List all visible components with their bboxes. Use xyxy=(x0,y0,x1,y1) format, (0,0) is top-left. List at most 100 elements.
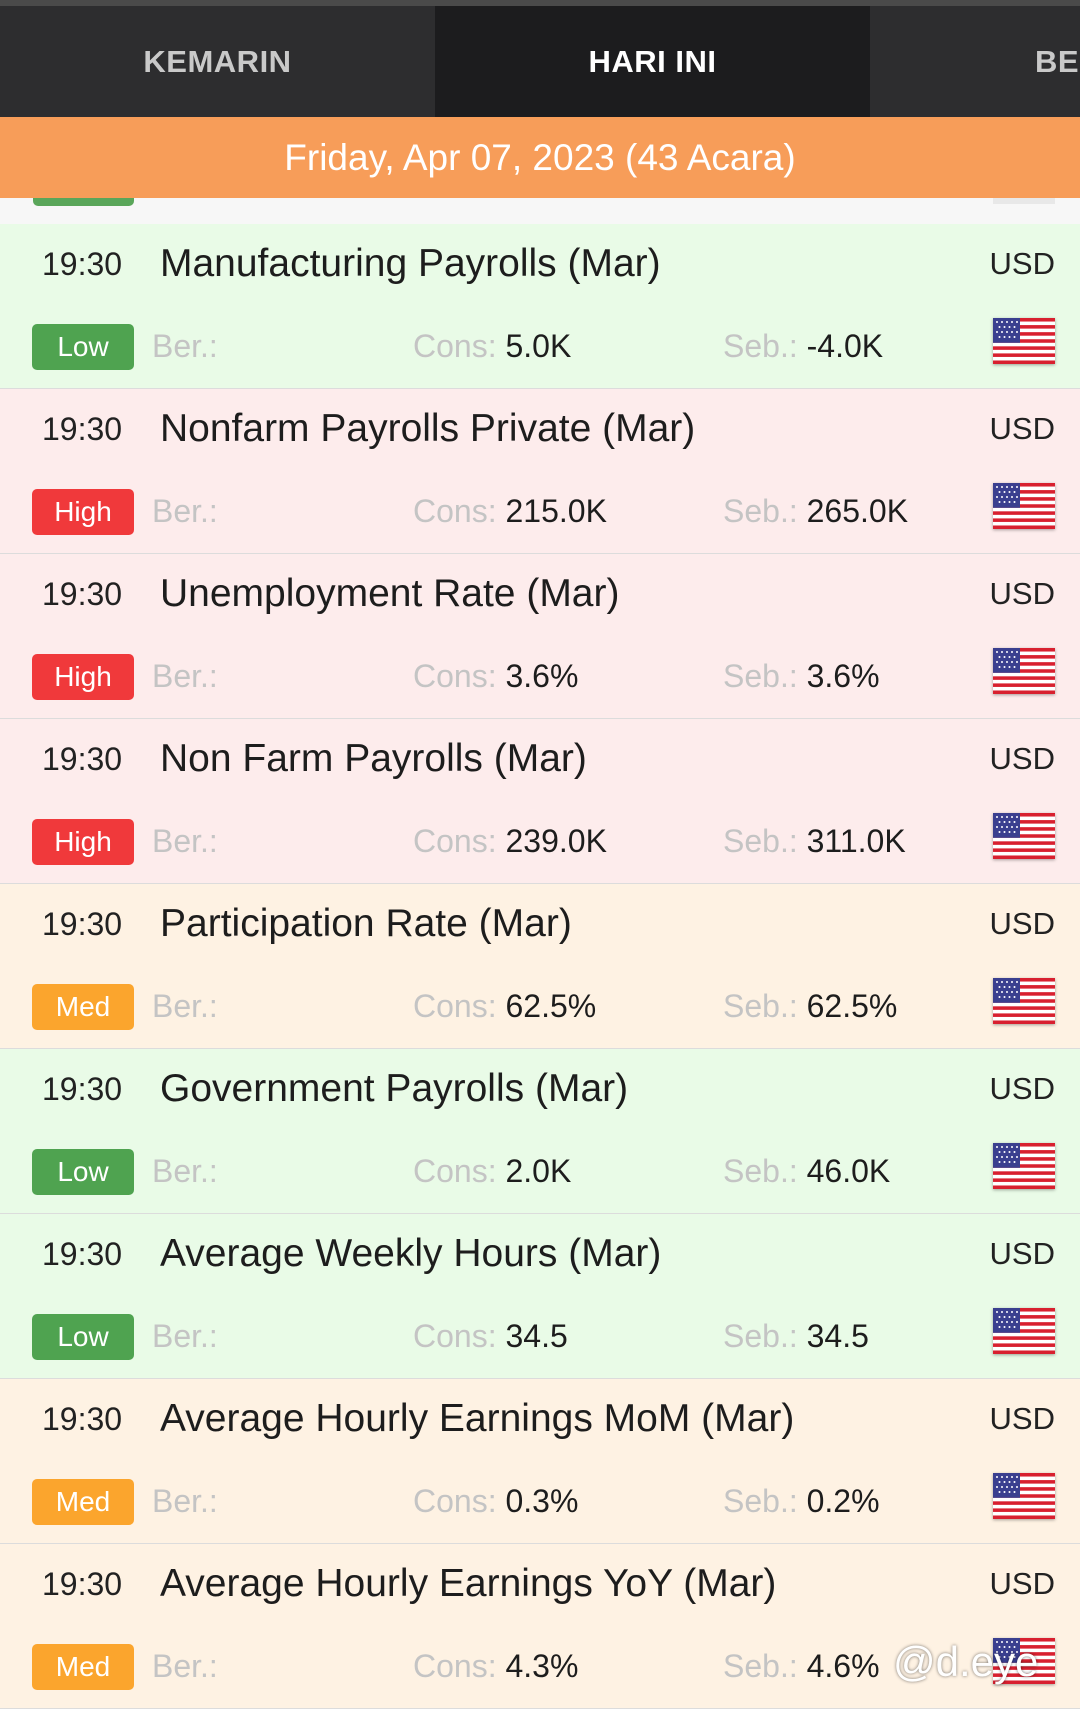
previous-value: -4.0K xyxy=(806,328,884,364)
actual-field: Ber.: xyxy=(152,988,218,1025)
us-flag-icon xyxy=(993,813,1055,859)
consensus-field: Cons: 34.5 xyxy=(413,1318,568,1355)
event-time: 19:30 xyxy=(42,246,123,282)
actual-label: Ber.: xyxy=(152,328,218,364)
event-row[interactable]: 19:30 Unemployment Rate (Mar) USD High B… xyxy=(0,554,1080,719)
event-title: Manufacturing Payrolls (Mar) xyxy=(160,242,661,285)
previous-value: 34.5 xyxy=(806,1318,869,1354)
previous-label: Seb.: xyxy=(723,1648,798,1684)
previous-value: 62.5% xyxy=(806,988,898,1024)
actual-label: Ber.: xyxy=(152,1483,218,1519)
date-header: Friday, Apr 07, 2023 (43 Acara) xyxy=(0,117,1080,198)
event-time: 19:30 xyxy=(42,576,123,612)
actual-field: Ber.: xyxy=(152,1648,218,1685)
actual-label: Ber.: xyxy=(152,658,218,694)
event-title: Government Payrolls (Mar) xyxy=(160,1067,629,1110)
event-time: 19:30 xyxy=(42,906,123,942)
event-row[interactable]: 19:30 Average Hourly Earnings YoY (Mar) … xyxy=(0,1544,1080,1709)
consensus-value: 62.5% xyxy=(505,988,597,1024)
event-row[interactable]: 19:30 Manufacturing Payrolls (Mar) USD L… xyxy=(0,224,1080,389)
previous-value: 311.0K xyxy=(806,823,906,859)
event-currency: USD xyxy=(989,246,1055,281)
previous-value: 3.6% xyxy=(806,658,880,694)
consensus-field: Cons: 215.0K xyxy=(413,493,607,530)
previous-value: 265.0K xyxy=(806,493,909,529)
actual-field: Ber.: xyxy=(152,328,218,365)
previous-value: 46.0K xyxy=(806,1153,891,1189)
consensus-value: 34.5 xyxy=(505,1318,568,1354)
event-time: 19:30 xyxy=(42,1071,123,1107)
impact-badge: Med xyxy=(32,984,134,1030)
us-flag-icon xyxy=(993,483,1055,529)
consensus-label: Cons: xyxy=(413,493,497,529)
event-time: 19:30 xyxy=(42,411,123,447)
event-row[interactable]: 19:30 Government Payrolls (Mar) USD Low … xyxy=(0,1049,1080,1214)
event-title: Nonfarm Payrolls Private (Mar) xyxy=(160,407,696,450)
consensus-label: Cons: xyxy=(413,658,497,694)
actual-label: Ber.: xyxy=(152,493,218,529)
actual-field: Ber.: xyxy=(152,1318,218,1355)
impact-badge: Med xyxy=(32,1479,134,1525)
actual-label: Ber.: xyxy=(152,1153,218,1189)
event-row[interactable]: 19:30 Non Farm Payrolls (Mar) USD High B… xyxy=(0,719,1080,884)
consensus-value: 4.3% xyxy=(505,1648,579,1684)
previous-field: Seb.: 0.2% xyxy=(723,1483,880,1520)
impact-badge: High xyxy=(32,489,134,535)
tab-hari-ini[interactable]: HARI INI xyxy=(435,6,870,117)
previous-label: Seb.: xyxy=(723,493,798,529)
event-title: Participation Rate (Mar) xyxy=(160,902,572,945)
consensus-field: Cons: 62.5% xyxy=(413,988,596,1025)
consensus-label: Cons: xyxy=(413,328,497,364)
event-title: Average Weekly Hours (Mar) xyxy=(160,1232,662,1275)
event-currency: USD xyxy=(989,1566,1055,1601)
event-currency: USD xyxy=(989,1071,1055,1106)
previous-field: Seb.: 3.6% xyxy=(723,658,880,695)
consensus-value: 5.0K xyxy=(505,328,572,364)
consensus-field: Cons: 239.0K xyxy=(413,823,607,860)
event-currency: USD xyxy=(989,1236,1055,1271)
previous-field: Seb.: 265.0K xyxy=(723,493,908,530)
event-row[interactable]: 19:30 Participation Rate (Mar) USD Med B… xyxy=(0,884,1080,1049)
actual-label: Ber.: xyxy=(152,823,218,859)
partial-flag-icon xyxy=(993,198,1055,204)
previous-field: Seb.: 46.0K xyxy=(723,1153,890,1190)
event-currency: USD xyxy=(989,411,1055,446)
us-flag-icon xyxy=(993,648,1055,694)
event-time: 19:30 xyxy=(42,1401,123,1437)
event-time: 19:30 xyxy=(42,1566,123,1602)
us-flag-icon xyxy=(993,1308,1055,1354)
previous-label: Seb.: xyxy=(723,328,798,364)
consensus-field: Cons: 3.6% xyxy=(413,658,578,695)
consensus-value: 215.0K xyxy=(505,493,607,529)
consensus-field: Cons: 2.0K xyxy=(413,1153,571,1190)
previous-field: Seb.: 34.5 xyxy=(723,1318,869,1355)
consensus-label: Cons: xyxy=(413,1153,497,1189)
impact-badge: Low xyxy=(32,324,134,370)
consensus-field: Cons: 5.0K xyxy=(413,328,571,365)
event-row[interactable]: 19:30 Nonfarm Payrolls Private (Mar) USD… xyxy=(0,389,1080,554)
consensus-label: Cons: xyxy=(413,823,497,859)
previous-label: Seb.: xyxy=(723,988,798,1024)
event-row[interactable]: 19:30 Average Hourly Earnings MoM (Mar) … xyxy=(0,1379,1080,1544)
previous-label: Seb.: xyxy=(723,1153,798,1189)
consensus-label: Cons: xyxy=(413,988,497,1024)
tab-kemarin[interactable]: KEMARIN xyxy=(143,43,292,79)
impact-badge: High xyxy=(32,654,134,700)
status-strip xyxy=(0,0,1080,6)
previous-field: Seb.: -4.0K xyxy=(723,328,883,365)
day-tabs: KEMARIN HARI INI BES xyxy=(0,6,1080,117)
consensus-label: Cons: xyxy=(413,1483,497,1519)
watermark: @d.eye xyxy=(893,1638,1039,1685)
consensus-value: 3.6% xyxy=(505,658,579,694)
event-row[interactable]: 19:30 Average Weekly Hours (Mar) USD Low… xyxy=(0,1214,1080,1379)
partial-event-row xyxy=(0,198,1080,226)
event-currency: USD xyxy=(989,741,1055,776)
previous-label: Seb.: xyxy=(723,658,798,694)
impact-badge: High xyxy=(32,819,134,865)
event-currency: USD xyxy=(989,906,1055,941)
actual-label: Ber.: xyxy=(152,1318,218,1354)
impact-badge: Low xyxy=(32,1314,134,1360)
tab-besok[interactable]: BES xyxy=(1035,43,1080,79)
event-title: Average Hourly Earnings YoY (Mar) xyxy=(160,1562,777,1605)
event-title: Average Hourly Earnings MoM (Mar) xyxy=(160,1397,795,1440)
